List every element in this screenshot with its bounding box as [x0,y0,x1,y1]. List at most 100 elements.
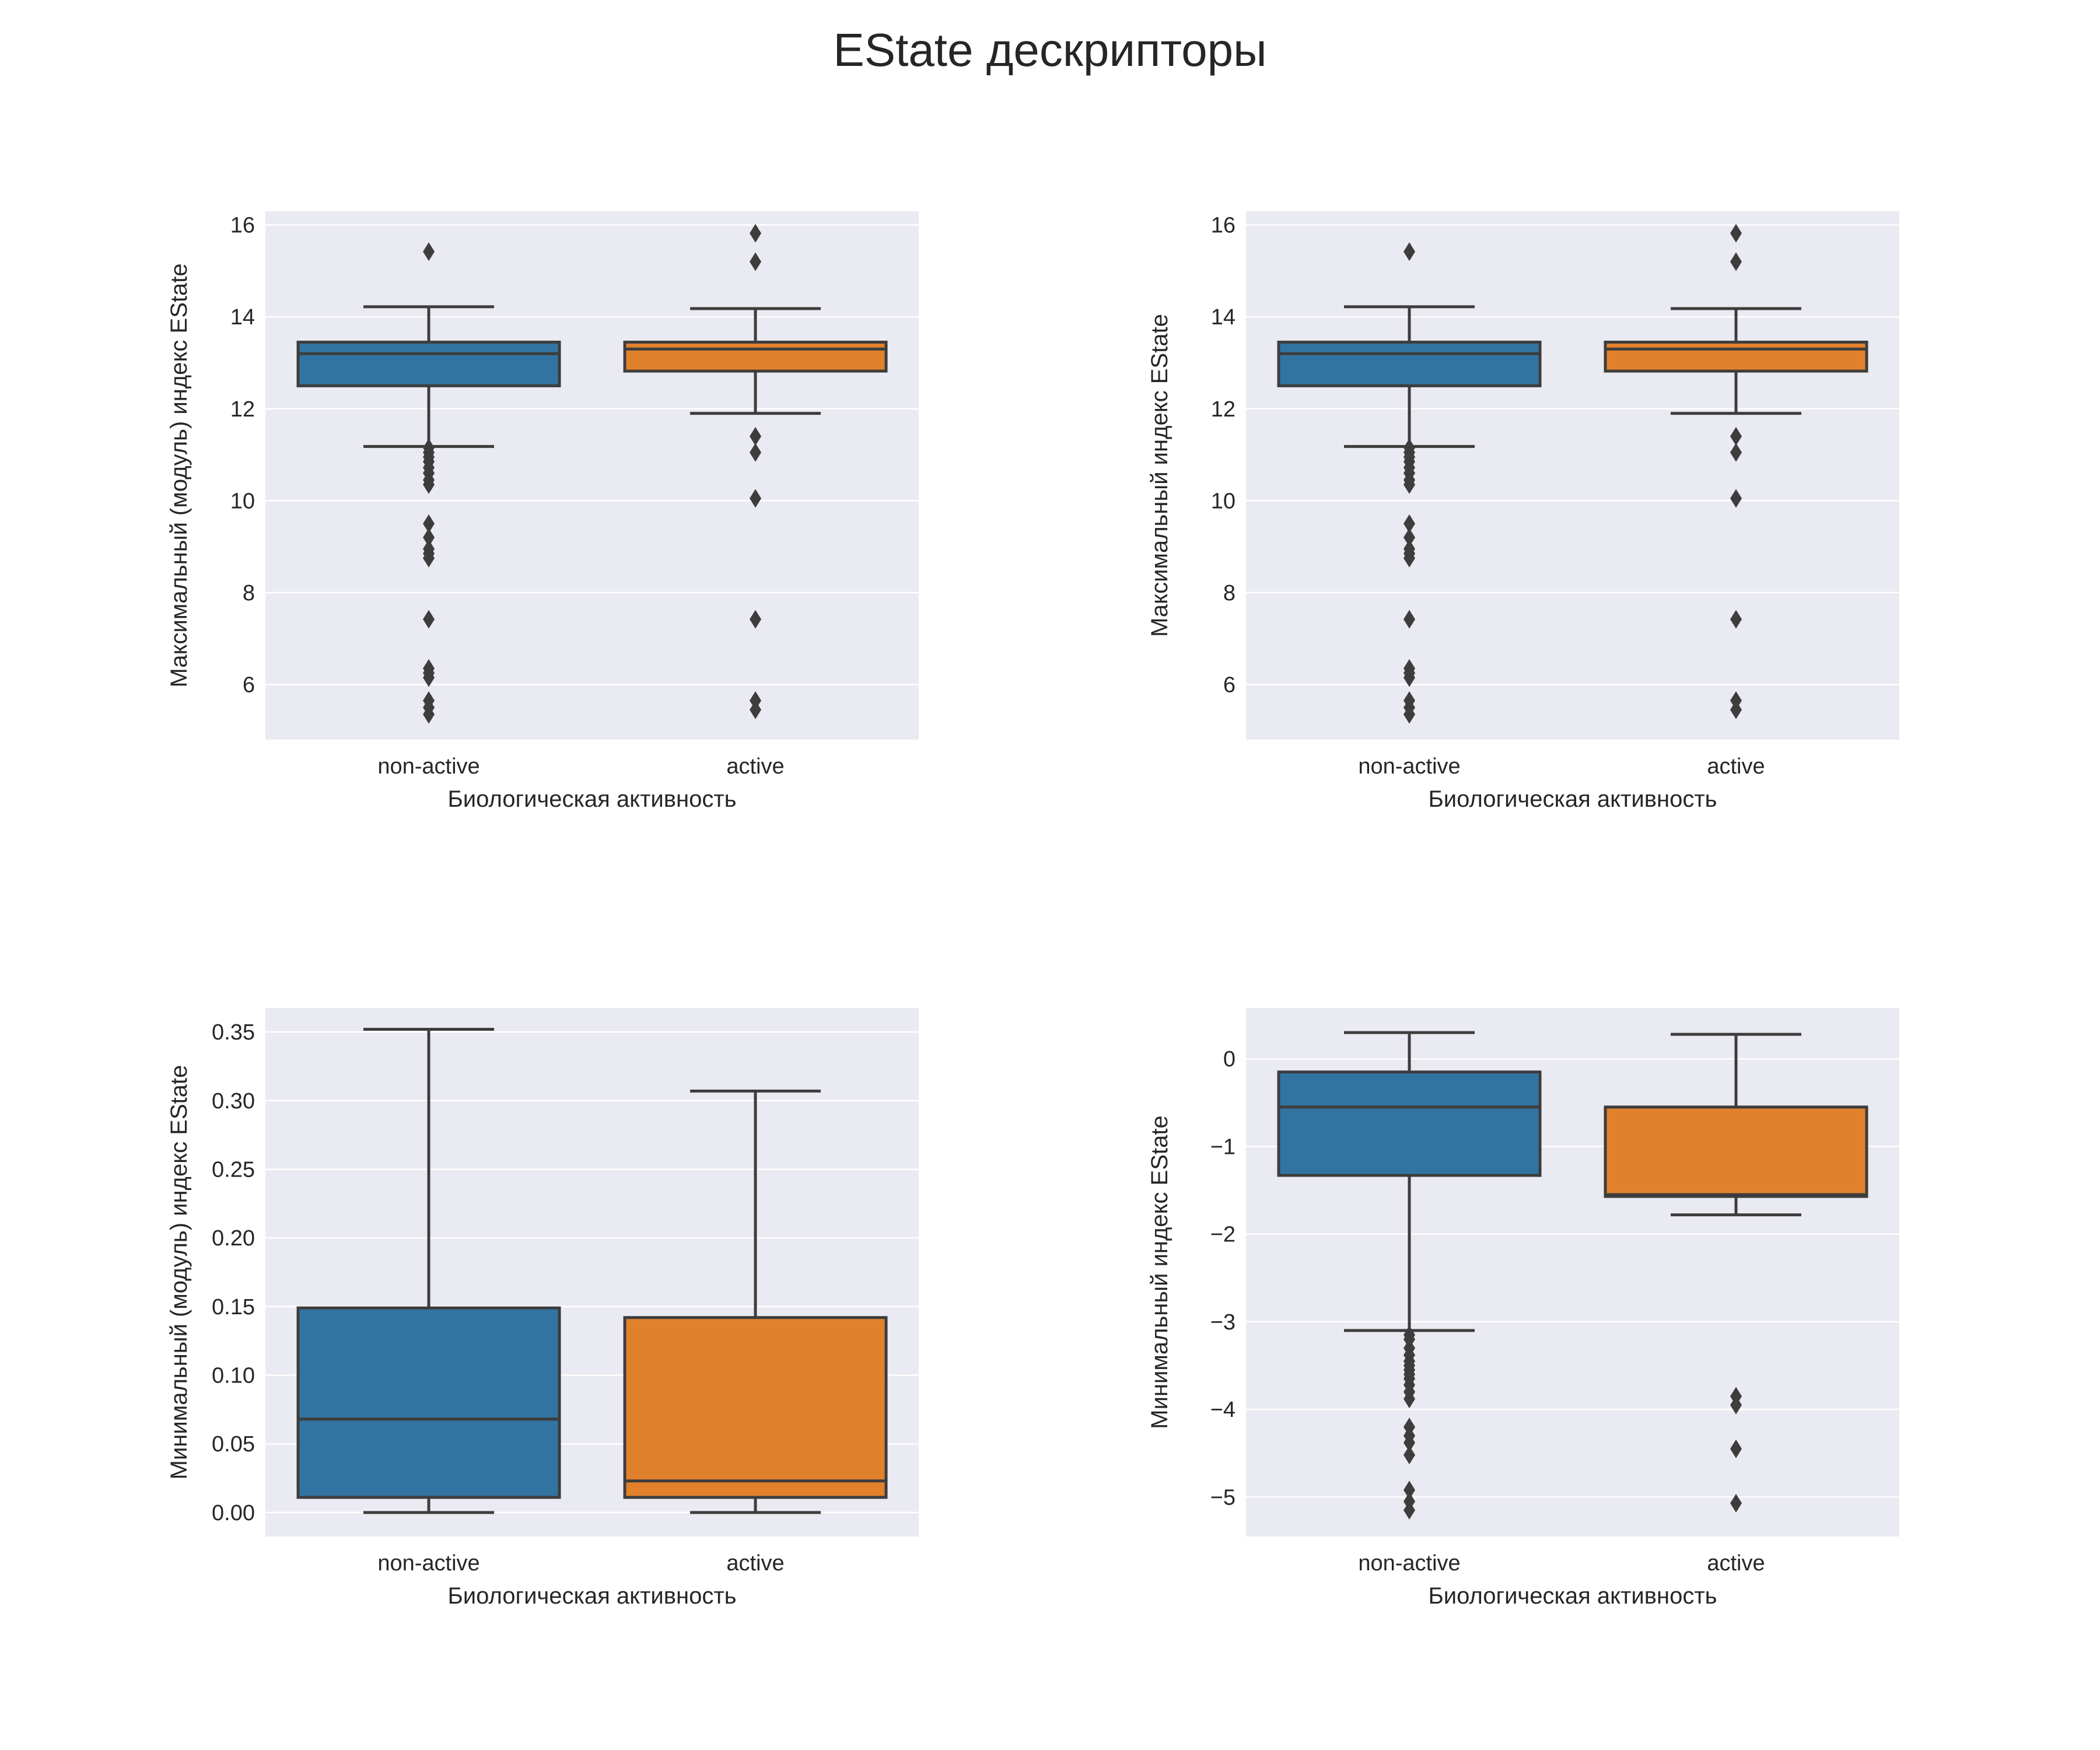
y-axis-label: Минимальный (модуль) индекс EState [166,1065,192,1480]
iqr-box [1604,341,1868,373]
outlier-point [750,610,761,629]
y-tick-label: 10 [230,489,255,513]
y-tick-label: 0.20 [212,1226,255,1251]
box-active [623,223,888,719]
outlier-point [423,514,435,533]
outlier-point [1730,1395,1742,1415]
subplot-1: 6 8 10 12 14 16 non-active active Биологическая … [166,211,919,812]
y-tick-label: 0.15 [212,1295,255,1320]
y-tick-label: 16 [230,214,255,238]
outlier-point [1404,1500,1415,1520]
y-tick-label: −5 [1210,1485,1236,1510]
y-tick-label: 0.30 [212,1089,255,1114]
x-tick-label: non-active [377,1551,480,1576]
y-axis-label: Минимальный индекс EState [1147,1115,1172,1429]
iqr-box [1604,1105,1868,1198]
outlier-point [423,242,435,261]
y-axis-label: Максимальный индекс EState [1147,314,1172,637]
y-tick-label: 14 [1211,305,1236,330]
outlier-point [1404,1433,1415,1452]
outlier-point [1404,1390,1415,1409]
x-tick-label: non-active [1358,754,1460,779]
y-tick-label: 8 [243,581,255,606]
iqr-box [623,341,888,373]
outlier-point [1404,668,1415,687]
y-tick-label: 6 [1223,673,1236,697]
iqr-box [296,341,561,387]
x-axis-label: Биологическая активность [447,786,736,812]
x-tick-label: active [726,1551,784,1576]
outlier-point [1404,475,1415,494]
outlier-point [423,548,435,568]
outlier-point [1730,427,1742,446]
outlier-point [1730,443,1742,462]
outlier-point [750,700,761,719]
outlier-point [423,610,435,629]
outlier-point [1730,1439,1742,1458]
outlier-point [1404,610,1415,629]
outlier-point [1730,223,1742,243]
y-tick-label: 0.35 [212,1020,255,1045]
y-tick-label: 0 [1223,1047,1236,1072]
x-tick-label: non-active [1358,1551,1460,1576]
y-tick-label: 14 [230,305,255,330]
outlier-point [1730,489,1742,508]
outlier-point [1730,252,1742,271]
outlier-point [1404,528,1415,547]
outlier-point [1730,700,1742,719]
iqr-box [1277,341,1542,387]
outlier-point [423,528,435,547]
box-non-active [296,242,561,724]
y-tick-label: 12 [1211,397,1236,422]
outlier-point [1404,548,1415,568]
outlier-point [1730,1493,1742,1513]
outlier-point [750,223,761,243]
box-active [1604,223,1868,719]
subplot-2: 6 8 10 12 14 16 non-active active Биологическая … [1147,211,1899,812]
outlier-point [1404,514,1415,533]
x-tick-label: active [1707,1551,1765,1576]
y-tick-label: −1 [1210,1135,1236,1159]
plot-area [265,211,919,740]
y-tick-label: 0.00 [212,1501,255,1525]
outlier-point [1404,705,1415,724]
x-axis-label: Биологическая активность [447,1583,736,1609]
iqr-box [623,1316,888,1499]
box-non-active [1277,1031,1542,1520]
box-non-active [1277,242,1542,724]
x-tick-label: non-active [377,754,480,779]
box-active [623,1089,888,1514]
y-tick-label: 0.05 [212,1432,255,1457]
y-axis-label: Максимальный (модуль) индекс EState [166,264,192,688]
outlier-point [423,705,435,724]
outlier-point [423,475,435,494]
x-axis-label: Биологическая активность [1428,786,1717,812]
y-tick-label: 6 [243,673,255,697]
outlier-point [1404,1446,1415,1465]
outlier-point [750,443,761,462]
y-tick-label: 0.25 [212,1158,255,1182]
outlier-point [750,252,761,271]
outlier-point [750,427,761,446]
y-tick-label: 12 [230,397,255,422]
x-axis-label: Биологическая активность [1428,1583,1717,1609]
outlier-point [750,489,761,508]
iqr-box [1277,1070,1542,1177]
box-active [1604,1032,1868,1513]
y-tick-label: −4 [1210,1398,1236,1422]
x-tick-label: active [726,754,784,779]
y-tick-label: 10 [1211,489,1236,513]
outlier-point [423,668,435,687]
iqr-box [296,1306,561,1499]
y-tick-label: 16 [1211,214,1236,238]
outlier-point [1730,610,1742,629]
y-tick-label: −2 [1210,1223,1236,1247]
subplot-3: 0.00 0.05 0.10 0.15 0.20 0.25 0.30 0.35 non-acti… [166,1008,919,1609]
y-tick-label: −3 [1210,1310,1236,1335]
box-non-active [296,1027,561,1514]
plot-area [1246,211,1899,740]
figure-title: EState дескрипторы [833,24,1267,76]
y-tick-label: 0.10 [212,1363,255,1388]
subplot-4: −5 −4 −3 −2 −1 0 non-active active Биологическая… [1147,1008,1899,1609]
